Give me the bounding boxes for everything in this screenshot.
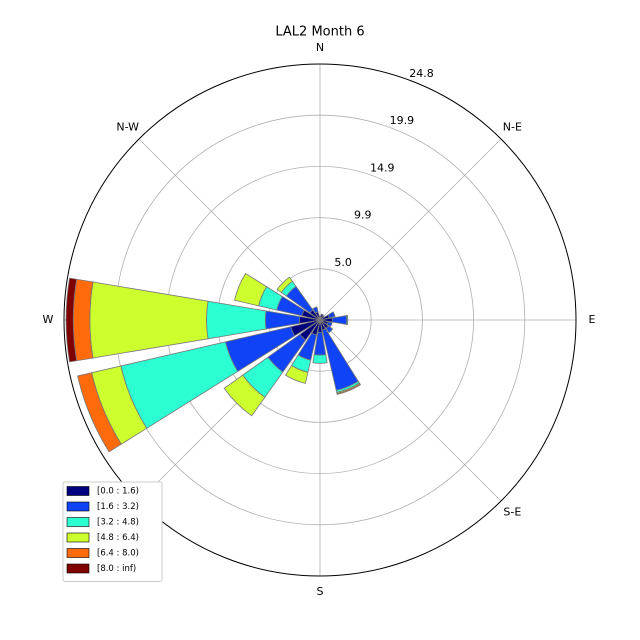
direction-label: N-E [503, 121, 522, 134]
spoke [319, 319, 502, 502]
r-tick-label: 19.9 [390, 114, 415, 127]
r-tick-label: 14.9 [370, 161, 395, 174]
r-tick-label: 5.0 [334, 256, 352, 269]
direction-label: E [589, 313, 596, 326]
legend-label: [6.4 : 8.0) [97, 549, 139, 559]
spoke [319, 138, 502, 321]
chart-title: LAL2 Month 6 [275, 25, 364, 40]
legend-swatch [66, 501, 90, 512]
direction-label: W [43, 313, 54, 326]
legend-swatch [66, 517, 90, 527]
legend-label: [8.0 : inf) [97, 564, 136, 574]
r-tick-label: 24.8 [409, 67, 434, 80]
wind-bar [65, 277, 78, 363]
legend-swatch [66, 548, 90, 558]
wind-bar [326, 321, 333, 328]
legend-label: [3.2 : 4.8) [97, 518, 139, 528]
direction-label: S [317, 585, 324, 598]
r-tick-label: 9.9 [354, 209, 372, 222]
legend: [0.0 : 1.6) [1.6 : 3.2) [3.2 : 4.8) [4.8 : … [62, 481, 163, 582]
wind-bar [312, 306, 319, 314]
legend-label: [1.6 : 3.2) [97, 502, 139, 512]
wind-bar [234, 272, 268, 307]
wind-bar [206, 300, 267, 340]
wind-bar [325, 325, 334, 334]
wind-bar [284, 364, 309, 384]
wind-bar [276, 276, 293, 293]
labels: 5.09.914.919.924.8NN-EES-ESS-WWN-W [43, 41, 596, 598]
direction-label: N [316, 41, 324, 54]
wind-bar [346, 314, 349, 326]
legend-swatch [66, 563, 90, 574]
legend-swatch [66, 532, 90, 543]
legend-swatch [66, 486, 90, 496]
direction-label: N-W [116, 121, 139, 134]
outer-circle [63, 63, 577, 577]
wind-bar [223, 374, 266, 417]
wind-bar [336, 383, 362, 395]
wind-bar [77, 372, 122, 453]
direction-label: S-E [503, 505, 521, 518]
wind-bar [89, 281, 209, 359]
bars [65, 272, 362, 453]
wind-bar [327, 311, 336, 319]
wind-bar [72, 278, 94, 362]
legend-label: [0.0 : 1.6) [97, 487, 139, 497]
legend-label: [4.8 : 6.4) [97, 533, 139, 543]
wind-bar [312, 354, 328, 364]
